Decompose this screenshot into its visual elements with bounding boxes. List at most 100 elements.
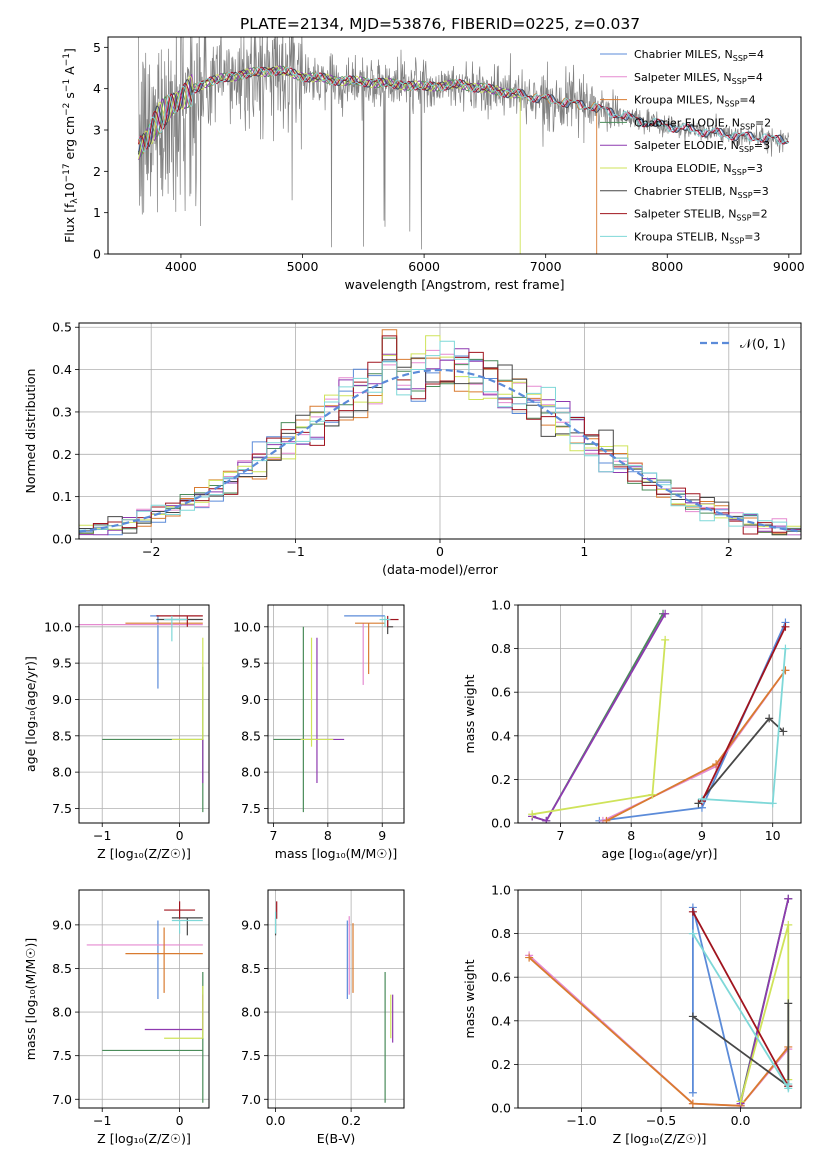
y-tick-label: 0.0: [491, 816, 511, 831]
legend-name: Salpeter STELIB, N: [634, 208, 736, 221]
x-axis-label: wavelength [Angstrom, rest frame]: [344, 277, 564, 292]
x-tick-label: 0: [436, 544, 444, 559]
x-tick-label: 0.2: [341, 1113, 361, 1128]
legend-sub: SSP: [739, 145, 754, 154]
y-axis-label-part: ]: [62, 48, 77, 53]
y-tick-label: 2: [93, 164, 101, 179]
model-line-salpeter_stelib: [137, 66, 790, 150]
legend-sub: SSP: [724, 100, 739, 109]
legend-sub: SSP: [736, 214, 751, 223]
plot-area: [79, 329, 801, 536]
weight-marker-kroupa_elodie: [661, 635, 670, 644]
legend-entry-kroupa_stelib: Kroupa STELIB, NSSP=3: [634, 230, 760, 245]
weight-marker-kroupa_elodie: [528, 810, 537, 819]
y-tick-label: 7.5: [241, 801, 261, 816]
y-tick-label: 0.5: [52, 320, 72, 335]
normal-curve: [79, 368, 799, 533]
y-tick-label: 0.2: [491, 772, 511, 787]
axes-frame: [107, 36, 802, 255]
weight-marker-chabrier_stelib: [688, 1012, 697, 1021]
weight-line-salpeter_miles: [528, 954, 789, 1107]
legend-suffix: =4: [739, 94, 755, 107]
weight-marker-kroupa_stelib: [781, 644, 790, 653]
x-tick-label: 7: [556, 828, 564, 843]
legend-name: Chabrier STELIB, N: [634, 185, 738, 198]
legend-suffix: =3: [747, 162, 763, 175]
y-tick-label: 9.5: [241, 656, 261, 671]
y-tick-label: 8.0: [52, 765, 72, 780]
y-tick-label: 3: [93, 123, 101, 138]
legend-entry-salpeter_stelib: Salpeter STELIB, NSSP=2: [634, 208, 768, 223]
histogram-step-kroupa_stelib: [79, 340, 801, 536]
y-tick-label: 0.1: [52, 489, 72, 504]
y-axis-label-part: −2: [62, 103, 72, 116]
y-axis-label-part: Flux [f: [62, 203, 77, 243]
plot-area: [137, 37, 790, 254]
model-line-chabrier_stelib: [137, 66, 790, 155]
legend-suffix: =4: [748, 48, 764, 61]
panel-mass_vs_Z: −1 0 7.0 7.5 8.0 8.5 9.0 Z [log₁₀(Z/Z☉)] mass [l…: [23, 889, 210, 1146]
legend-name: Salpeter ELODIE, N: [634, 139, 739, 152]
x-axis-label: Z [log₁₀(Z/Z☉)]: [97, 846, 191, 861]
x-axis-label: mass [log₁₀(M/M☉)]: [275, 846, 397, 861]
x-axis-label: Z [log₁₀(Z/Z☉)]: [613, 1131, 707, 1146]
x-tick-label: −1: [93, 1113, 111, 1128]
y-tick-label: 9.5: [52, 656, 72, 671]
plot-area: [528, 609, 790, 823]
weight-marker-chabrier_stelib: [779, 727, 788, 736]
y-tick-label: 7.5: [52, 801, 72, 816]
x-tick-label: 9: [698, 828, 706, 843]
panel-weight_vs_age: 7 8 9 10 0.0 0.2 0.4 0.6 0.8 1.0 age [log₁₀(age/yr…: [462, 598, 802, 861]
y-tick-label: 0.2: [491, 1057, 511, 1072]
y-tick-label: 10.0: [44, 619, 72, 634]
y-tick-label: 0.4: [491, 1013, 511, 1028]
weight-line-kroupa_miles: [528, 956, 789, 1107]
y-tick-label: 8.5: [52, 961, 72, 976]
y-tick-label: 8.5: [241, 728, 261, 743]
y-tick-label: 0.6: [491, 685, 511, 700]
y-tick-label: 8.5: [52, 728, 72, 743]
panel-residuals: −2 −1 0 1 2 0.0 0.1 0.2 0.3 0.4 0.5 (data-model)/er…: [23, 320, 802, 577]
y-axis-label-part: A: [62, 66, 77, 79]
panel-mass_vs_ebv: 0.0 0.2 7.0 7.5 8.0 8.5 9.0 E(B-V): [241, 889, 405, 1146]
x-axis-label: Z [log₁₀(Z/Z☉)]: [97, 1131, 191, 1146]
y-axis-label: mass [log₁₀(M/M☉)]: [23, 938, 38, 1060]
legend-suffix: =2: [751, 208, 767, 221]
x-tick-label: 7000: [530, 259, 562, 274]
axes-frame: [517, 889, 802, 1109]
panel-spectrum: 4000 5000 6000 7000 8000 9000 0 1 2 3 4 5 wavelength…: [62, 36, 805, 292]
plot-area: [274, 901, 394, 1103]
weight-marker-salpeter_elodie: [784, 894, 793, 903]
y-axis-label-part: −17: [62, 163, 72, 182]
plot-area: [79, 615, 204, 813]
axes-frame: [267, 604, 405, 824]
weight-line-salpeter_stelib: [701, 626, 787, 802]
legend-suffix: =4: [747, 71, 763, 84]
y-axis-label: Flux [fλ10−17 erg cm−2 s−1 A−1]: [62, 48, 80, 243]
legend-sub: SSP: [732, 168, 747, 177]
x-tick-label: 0: [176, 828, 184, 843]
legend-entry-chabrier_elodie: Chabrier ELODIE, NSSP=2: [634, 116, 771, 131]
legend-sub: SSP: [733, 54, 748, 63]
axes-frame: [78, 322, 802, 540]
x-axis-label: age [log₁₀(age/yr)]: [602, 846, 718, 861]
y-tick-label: 1.0: [491, 883, 511, 898]
x-tick-label: 5000: [287, 259, 319, 274]
y-tick-label: 0.8: [491, 641, 511, 656]
axes-frame: [517, 604, 802, 824]
y-tick-label: 9.0: [52, 917, 72, 932]
weight-line-salpeter_stelib: [692, 911, 790, 1087]
model-line-kroupa_elodie: [137, 65, 521, 254]
legend-sub: SSP: [738, 191, 753, 200]
y-tick-label: 0.0: [491, 1101, 511, 1116]
y-tick-label: 0.4: [52, 362, 72, 377]
axes-frame: [78, 604, 210, 824]
legend-suffix: =3: [744, 230, 760, 243]
y-tick-label: 8.5: [241, 961, 261, 976]
x-axis-label: E(B-V): [317, 1131, 356, 1146]
x-tick-label: 8: [627, 828, 635, 843]
y-axis-label-part: −1: [62, 53, 72, 66]
y-tick-label: 5: [93, 40, 101, 55]
weight-marker-kroupa_elodie: [784, 920, 793, 929]
legend-name: Kroupa STELIB, N: [634, 230, 729, 243]
